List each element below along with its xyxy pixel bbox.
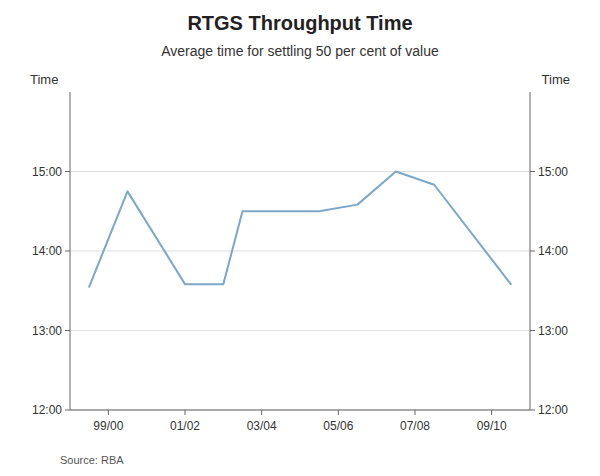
y2-tick-label: 13:00 bbox=[538, 324, 568, 338]
y2-axis-label: Time bbox=[542, 72, 570, 87]
y-tick bbox=[65, 171, 70, 172]
x-axis-line bbox=[70, 410, 530, 411]
y2-tick bbox=[530, 251, 535, 252]
data-line bbox=[89, 172, 511, 287]
y2-tick-label: 14:00 bbox=[538, 244, 568, 258]
y2-tick bbox=[530, 171, 535, 172]
chart-svg: RTGS Throughput Time Average time for set… bbox=[0, 0, 600, 476]
x-tick bbox=[185, 410, 186, 415]
grid-line bbox=[70, 171, 530, 172]
grid-line bbox=[70, 330, 530, 331]
y2-tick bbox=[530, 410, 535, 411]
plot-area bbox=[89, 172, 511, 287]
x-tick-label: 07/08 bbox=[400, 419, 430, 433]
y-tick-label: 15:00 bbox=[32, 165, 62, 179]
x-tick-label: 09/10 bbox=[477, 419, 507, 433]
source: Source: RBA bbox=[60, 454, 124, 466]
x-tick bbox=[338, 410, 339, 415]
x-tick bbox=[261, 410, 262, 415]
x-tick-label: 05/06 bbox=[323, 419, 353, 433]
grid-line bbox=[70, 251, 530, 252]
x-tick bbox=[108, 410, 109, 415]
title: RTGS Throughput Time bbox=[187, 12, 412, 34]
y-tick-label: 13:00 bbox=[32, 324, 62, 338]
x-tick-label: 99/00 bbox=[93, 419, 123, 433]
y2-tick-label: 12:00 bbox=[538, 403, 568, 417]
y-tick bbox=[65, 330, 70, 331]
x-tick bbox=[491, 410, 492, 415]
y-tick bbox=[65, 410, 70, 411]
x-tick bbox=[415, 410, 416, 415]
subtitle: Average time for settling 50 per cent of… bbox=[161, 43, 439, 59]
y-axis-label: Time bbox=[30, 72, 58, 87]
grid bbox=[70, 172, 530, 411]
y-tick-label: 14:00 bbox=[32, 244, 62, 258]
background bbox=[0, 0, 600, 476]
y2-tick bbox=[530, 330, 535, 331]
grid-line bbox=[70, 410, 530, 411]
chart-container: RTGS Throughput Time Average time for set… bbox=[0, 0, 600, 476]
y2-tick-label: 15:00 bbox=[538, 165, 568, 179]
x-tick-label: 01/02 bbox=[170, 419, 200, 433]
x-tick-label: 03/04 bbox=[247, 419, 277, 433]
y-tick-label: 12:00 bbox=[32, 403, 62, 417]
y-tick bbox=[65, 251, 70, 252]
